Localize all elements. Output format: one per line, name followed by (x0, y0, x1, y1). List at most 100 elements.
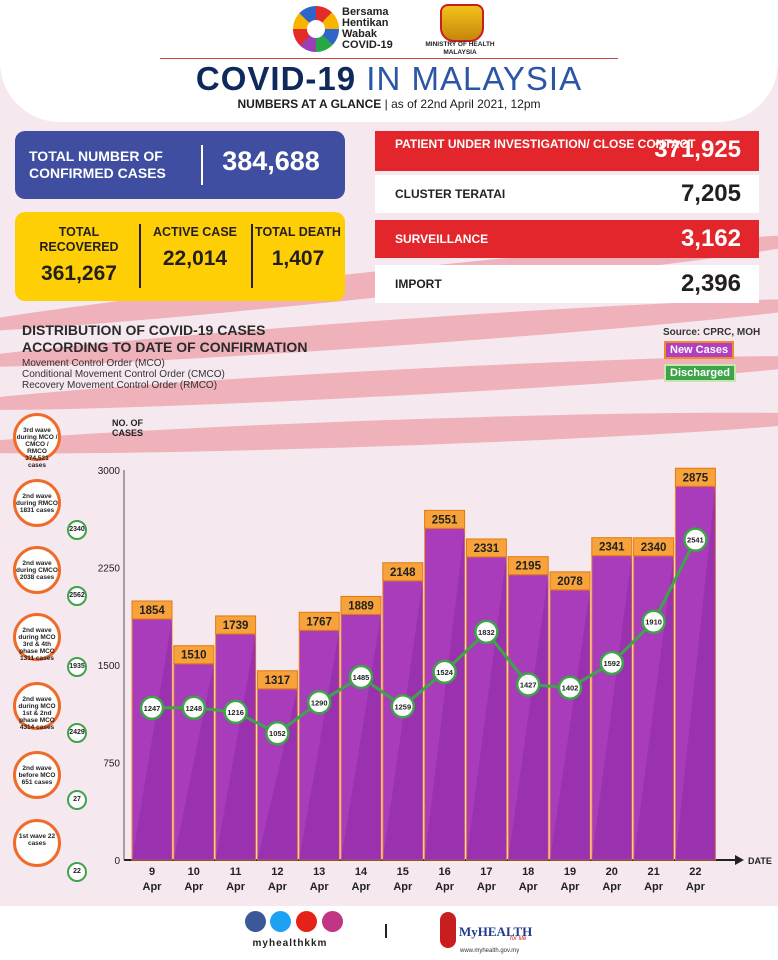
bar-value-label: 1739 (223, 620, 249, 632)
bar-value-label: 2195 (515, 561, 541, 573)
divider (251, 224, 253, 288)
bar-label-box (340, 595, 382, 615)
discharged-point (557, 675, 583, 700)
surveillance-label: SURVEILLANCE (395, 232, 489, 246)
death-value: 1,407 (271, 247, 325, 270)
discharged-point (265, 720, 290, 746)
bar-shade (675, 486, 716, 860)
x-tick-label: 14 (355, 866, 368, 878)
youtube-icon[interactable] (296, 911, 317, 932)
recovered-label: TOTAL RECOVERED (39, 225, 119, 254)
x-tick-label: Apr (143, 881, 163, 893)
y-tick-label: 750 (103, 759, 120, 770)
bar-value-label: 2078 (557, 576, 583, 588)
bar-label-box (256, 670, 298, 690)
discharged-value-label: 1427 (520, 680, 537, 689)
y-tick-label: 1500 (98, 661, 121, 672)
ministry-label: MINISTRY OF HEALTH MALAYSIA (425, 41, 495, 56)
x-tick-label: 19 (564, 866, 576, 878)
x-tick-label: Apr (184, 881, 204, 893)
myhealth-logo-icon (440, 912, 456, 948)
surveillance-card: SURVEILLANCE 3,162 (375, 220, 759, 258)
wave-badge: 2nd wave during MCO 1st & 2nd phase MCO … (13, 682, 61, 731)
pui-card: PATIENT UNDER INVESTIGATION/ CLOSE CONTA… (375, 131, 759, 171)
x-tick-label: Apr (477, 881, 497, 893)
x-tick-label: 11 (230, 866, 242, 878)
import-card: IMPORT 2,396 (375, 265, 759, 303)
recovered-value: 361,267 (41, 262, 117, 285)
facebook-icon[interactable] (245, 911, 266, 932)
discharged-point (683, 527, 708, 552)
chart-notes: Movement Control Order (MCO) Conditional … (22, 358, 225, 391)
discharged-point (139, 695, 165, 721)
cluster-value: 7,205 (680, 180, 741, 207)
bar-value-label: 2331 (474, 543, 500, 555)
bar-value-label: 2551 (432, 514, 458, 526)
chart-title: DISTRIBUTION OF COVID-19 CASES ACCORDING … (22, 322, 308, 355)
bar-value-label: 1854 (139, 605, 165, 617)
discharged-point (474, 619, 499, 645)
brand-name: MyHEALTH (459, 924, 533, 939)
wave-badge: 3rd wave during MCO / CMCO / RMCO 374,52… (13, 413, 61, 469)
discharged-point (641, 609, 666, 634)
discharged-point (223, 699, 248, 725)
discharged-value-label: 1910 (645, 618, 662, 627)
bar-value-label: 1510 (181, 650, 207, 662)
wave-count: 1935 (67, 657, 87, 677)
wave-badge: 2nd wave during MCO 3rd & 4th phase MCO … (13, 613, 61, 662)
active-value: 22,014 (162, 247, 228, 270)
wave-badge: 2nd wave during RMCO 1831 cases (13, 479, 61, 527)
page-subtitle: NUMBERS AT A GLANCE | as of 22nd April 2… (237, 97, 541, 111)
discharged-value-label: 1247 (144, 704, 161, 713)
discharged-value-label: 1832 (478, 628, 495, 637)
pui-label: PATIENT UNDER INVESTIGATION/ CLOSE CONTA… (395, 137, 696, 151)
legend-new-cases: New Cases (664, 341, 735, 359)
x-tick-label: 16 (438, 866, 450, 878)
import-label: IMPORT (395, 277, 442, 291)
bar-shade (550, 589, 590, 860)
death-stat: TOTAL DEATH 1,407 (255, 225, 341, 271)
cluster-label: CLUSTER TERATAI (395, 187, 506, 201)
brand-url: www.myhealth.gov.my (460, 948, 520, 954)
x-tick-label: Apr (435, 881, 455, 893)
active-label: ACTIVE CASE (152, 225, 238, 239)
x-tick-label: 15 (397, 866, 409, 878)
discharged-value-label: 1290 (311, 698, 328, 707)
wave-count: 22 (67, 862, 87, 882)
confirmed-cases-card: TOTAL NUMBER OF CONFIRMED CASES 384,688 (15, 131, 345, 199)
bar-label-box (215, 615, 257, 635)
bar-label-box (633, 537, 675, 557)
x-tick-label: Apr (686, 881, 706, 893)
x-tick-label: 22 (689, 866, 701, 878)
recovered-stat: TOTAL RECOVERED 361,267 (23, 225, 135, 286)
x-tick-label: Apr (561, 881, 581, 893)
discharged-point (515, 672, 541, 697)
discharged-point (181, 695, 207, 721)
bar-value-label: 2148 (390, 567, 416, 579)
discharged-value-label: 1524 (436, 668, 454, 677)
wave-count: 27 (67, 790, 87, 810)
wave-badge: 2nd wave during CMCO 2038 cases (13, 546, 61, 594)
confirmed-label: TOTAL NUMBER OF CONFIRMED CASES (29, 148, 166, 181)
discharged-value-label: 1485 (353, 673, 370, 682)
discharged-value-label: 1248 (185, 704, 202, 713)
x-tick-label: Apr (226, 881, 246, 893)
instagram-icon[interactable] (322, 911, 343, 932)
header: Bersama Hentikan Wabak COVID-19 MINISTRY OF… (0, 0, 778, 122)
x-tick-label: 12 (271, 866, 283, 878)
x-tick-label: 21 (647, 866, 659, 878)
bar-value-label: 2875 (683, 472, 709, 484)
pui-value: 371,925 (654, 136, 741, 163)
import-value: 2,396 (680, 270, 741, 297)
discharged-value-label: 1402 (562, 684, 579, 693)
discharged-point (306, 690, 332, 715)
cluster-card: CLUSTER TERATAI 7,205 (375, 175, 759, 213)
twitter-icon[interactable] (270, 911, 291, 932)
y-tick-label: 2250 (98, 564, 121, 575)
bar-label-box (507, 556, 549, 576)
death-label: TOTAL DEATH (255, 225, 341, 239)
x-tick-label: Apr (268, 881, 288, 893)
surveillance-value: 3,162 (680, 225, 741, 252)
coat-of-arms-icon (440, 4, 484, 42)
